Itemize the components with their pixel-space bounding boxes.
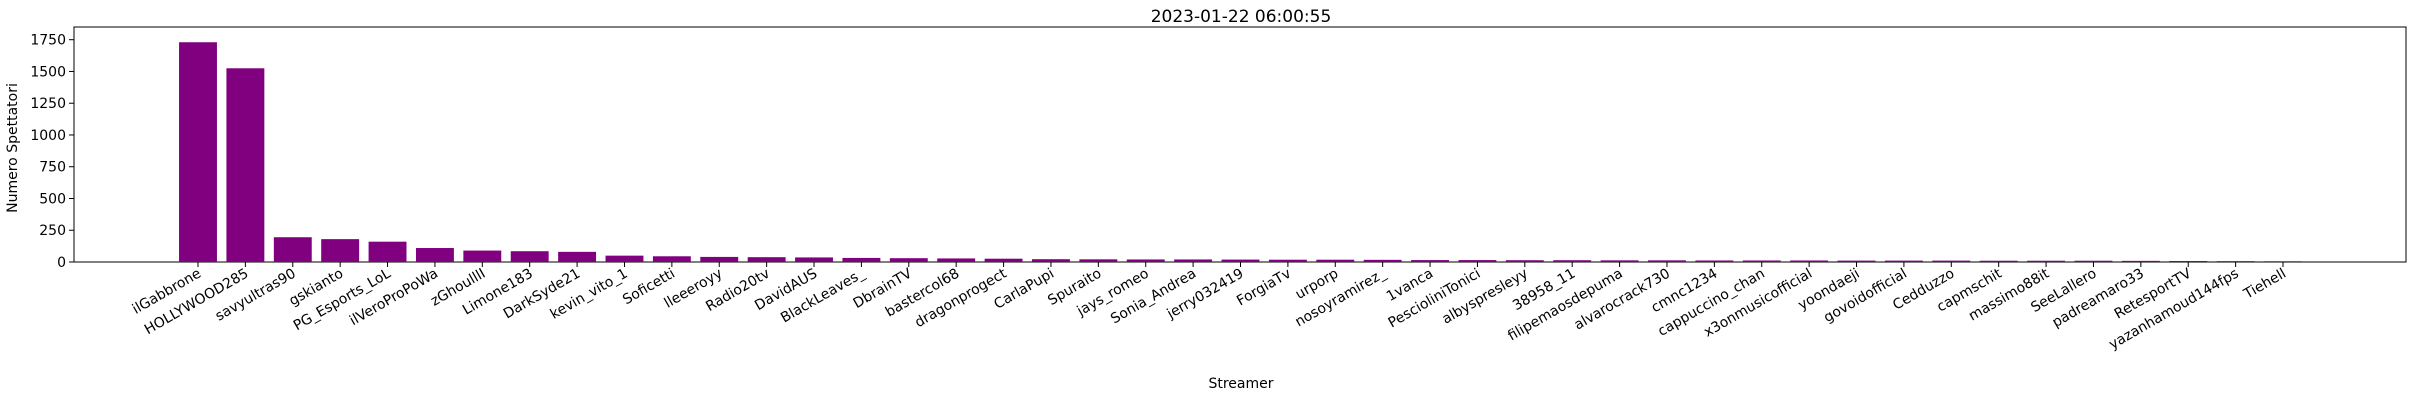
bar: [1648, 260, 1686, 262]
bar: [1979, 260, 2018, 262]
bar: [605, 255, 644, 262]
bar: [179, 42, 217, 263]
y-tick-label: 1500: [30, 64, 66, 80]
x-tick-label: ForgiaTv: [1234, 266, 1294, 310]
bar: [652, 256, 691, 262]
bar: [1505, 260, 1544, 262]
bar: [226, 68, 265, 262]
bar: [415, 248, 454, 262]
y-tick-label: 750: [39, 160, 66, 176]
bar: [1126, 259, 1165, 262]
y-tick-label: 1750: [30, 33, 66, 49]
bar: [1553, 260, 1592, 262]
y-tick-label: 500: [39, 191, 66, 207]
y-tick-label: 0: [57, 255, 66, 271]
bar: [1363, 259, 1402, 262]
bar: [2264, 261, 2302, 262]
y-tick-label: 1250: [30, 96, 66, 112]
y-tick-label: 1000: [30, 128, 66, 144]
bar: [2169, 260, 2208, 262]
bar: [1695, 260, 1734, 262]
bar: [1742, 260, 1781, 262]
bar: [700, 256, 739, 262]
bar: [1411, 260, 1449, 262]
bar: [1458, 260, 1497, 262]
bar: [1600, 260, 1639, 262]
y-tick-label: 250: [39, 223, 66, 239]
bar: [273, 237, 312, 262]
x-axis-label: Streamer: [1208, 376, 1273, 392]
bar: [1837, 260, 1876, 262]
bar: [2216, 261, 2255, 262]
bar: [463, 250, 502, 262]
bar: [1079, 259, 1118, 262]
axes-frame: [73, 26, 2407, 263]
bar: [1316, 259, 1355, 262]
bar: [795, 257, 833, 262]
bar: [2027, 260, 2066, 262]
bar: [747, 257, 786, 262]
bar: [842, 257, 881, 262]
bar: [368, 241, 407, 262]
bar: [2074, 260, 2113, 262]
plot-area: 02505007501000125015001750ilGabbroneHOLL…: [30, 26, 2407, 353]
bar: [1790, 260, 1829, 262]
bar: [1174, 259, 1213, 262]
bar: [1032, 259, 1070, 262]
bar: [1884, 260, 1923, 262]
bar: [1932, 260, 1971, 262]
bar: [321, 239, 360, 262]
chart-title: 2023-01-22 06:00:55: [1151, 7, 1332, 27]
bar: [937, 258, 976, 262]
bar: [510, 251, 549, 262]
bar: [558, 251, 597, 262]
y-axis-label: Numero Spettatori: [5, 83, 21, 213]
bar: [1221, 259, 1260, 262]
x-tick-label: Tiehell: [2240, 266, 2289, 303]
bar: [1268, 259, 1307, 262]
bar: [2121, 260, 2160, 262]
bar: [889, 258, 928, 262]
bar: [984, 258, 1023, 262]
